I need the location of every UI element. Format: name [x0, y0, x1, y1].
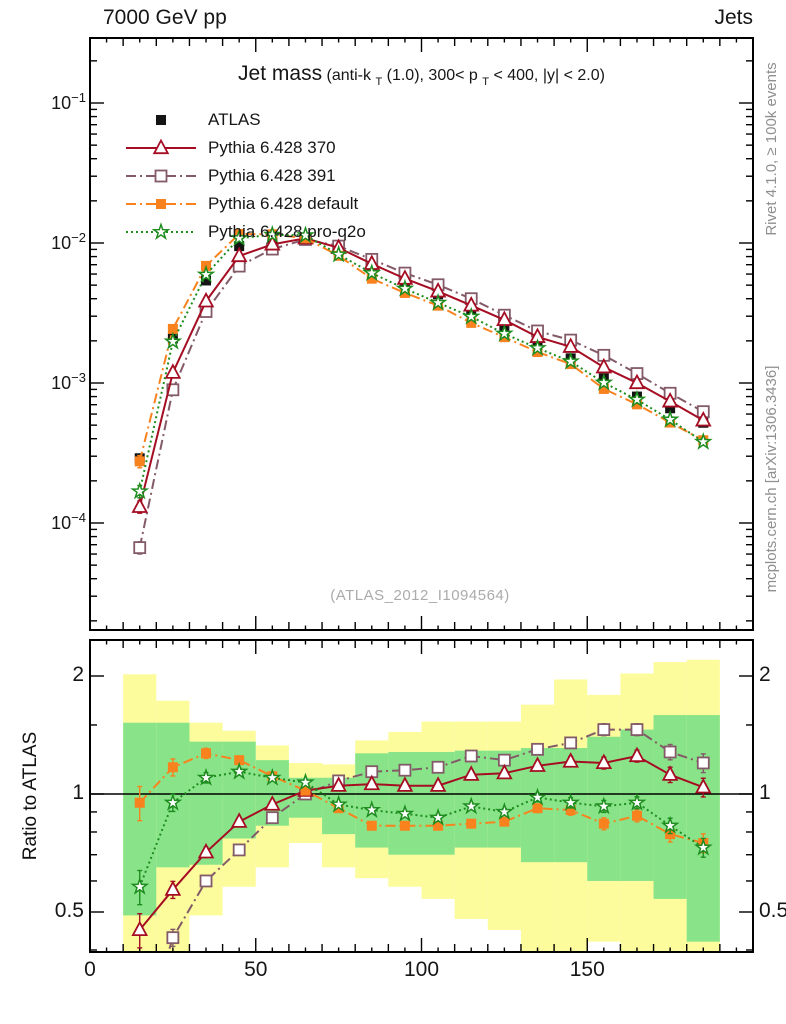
legend-swatch-pythia-proq2o [126, 222, 196, 241]
series-pythia-6-428-default [134, 229, 709, 469]
plot-title-sub-t2: T [482, 76, 489, 88]
plot-title-cut: (anti-k [326, 67, 371, 84]
legend-item-atlas: ATLAS [124, 106, 366, 134]
x-tick-label: 150 [569, 958, 605, 981]
plot-title-sub-t1: T [375, 76, 383, 88]
series-pythia-6-428-pro-q2o [130, 224, 713, 500]
ratio-pythia-6-428-370 [131, 746, 712, 949]
legend-label: Pythia 6.428 370 [208, 138, 336, 157]
plot-title-cut3: < 400, |y| < 2.0) [493, 67, 605, 84]
main-panel-series [130, 224, 713, 555]
legend-item-pythia-370: Pythia 6.428 370 [124, 134, 366, 162]
main-y-tick-label: 10−4 [51, 510, 86, 533]
ratio-y-tick-label-right: 1 [759, 781, 771, 804]
x-tick-label: 0 [84, 958, 96, 981]
legend-swatch-pythia-391 [126, 169, 196, 183]
legend-swatch-atlas [156, 115, 166, 125]
legend-item-pythia-391: Pythia 6.428 391 [124, 162, 366, 190]
plot-title-main: Jet mass [238, 62, 323, 85]
main-y-tick-label: 10−3 [51, 370, 86, 393]
watermark-label: (ATLAS_2012_I1094564) [330, 587, 510, 604]
x-tick-label: 50 [244, 958, 268, 981]
plot-title: Jet mass (anti-k T (1.0), 300< p T < 400… [90, 62, 753, 88]
ratio-y-tick-label-left: 2 [72, 663, 84, 686]
legend-item-pythia-default: Pythia 6.428 default [124, 190, 366, 218]
series-atlas [134, 234, 709, 464]
legend-item-pythia-proq2o: Pythia 6.428 pro-q2o [124, 218, 366, 246]
beam-energy-label: 7000 GeV pp [103, 6, 227, 29]
ratio-panel-series [130, 723, 713, 951]
legend-swatch-pythia-370 [126, 138, 196, 155]
legend-label: Pythia 6.428 pro-q2o [208, 222, 366, 241]
rivet-version-caption: Rivet 4.1.0, ≥ 100k events [763, 62, 780, 236]
main-panel-frame [89, 37, 754, 631]
x-tick-label: 100 [403, 958, 440, 981]
main-y-tick-label: 10−1 [51, 90, 86, 113]
legend-label: ATLAS [208, 110, 261, 129]
legend: ATLAS Pythia 6.428 370 Pythia 6.428 391 … [124, 106, 366, 246]
plot-title-cut2: (1.0), 300< p [386, 67, 478, 84]
mcplots-caption: mcplots.cern.ch [arXiv:1306.3436] [763, 365, 780, 593]
ratio-y-tick-label-right: 0.5 [759, 899, 786, 922]
analysis-group-label: Jets [714, 6, 753, 29]
ratio-y-tick-label-left: 0.5 [54, 899, 84, 922]
series-pythia-6-428-370 [131, 228, 712, 514]
legend-swatch-pythia-default [126, 199, 196, 209]
legend-label: Pythia 6.428 391 [208, 166, 336, 185]
legend-label: Pythia 6.428 default [208, 194, 359, 213]
main-y-tick-label: 10−2 [51, 230, 86, 253]
ratio-y-tick-label-left: 1 [72, 781, 84, 804]
ratio-y-tick-label-right: 2 [759, 663, 771, 686]
ratio-panel-frame [89, 639, 754, 953]
ratio-pythia-6-428-pro-q2o [130, 761, 713, 906]
ratio-uncertainty-bands [123, 659, 720, 951]
